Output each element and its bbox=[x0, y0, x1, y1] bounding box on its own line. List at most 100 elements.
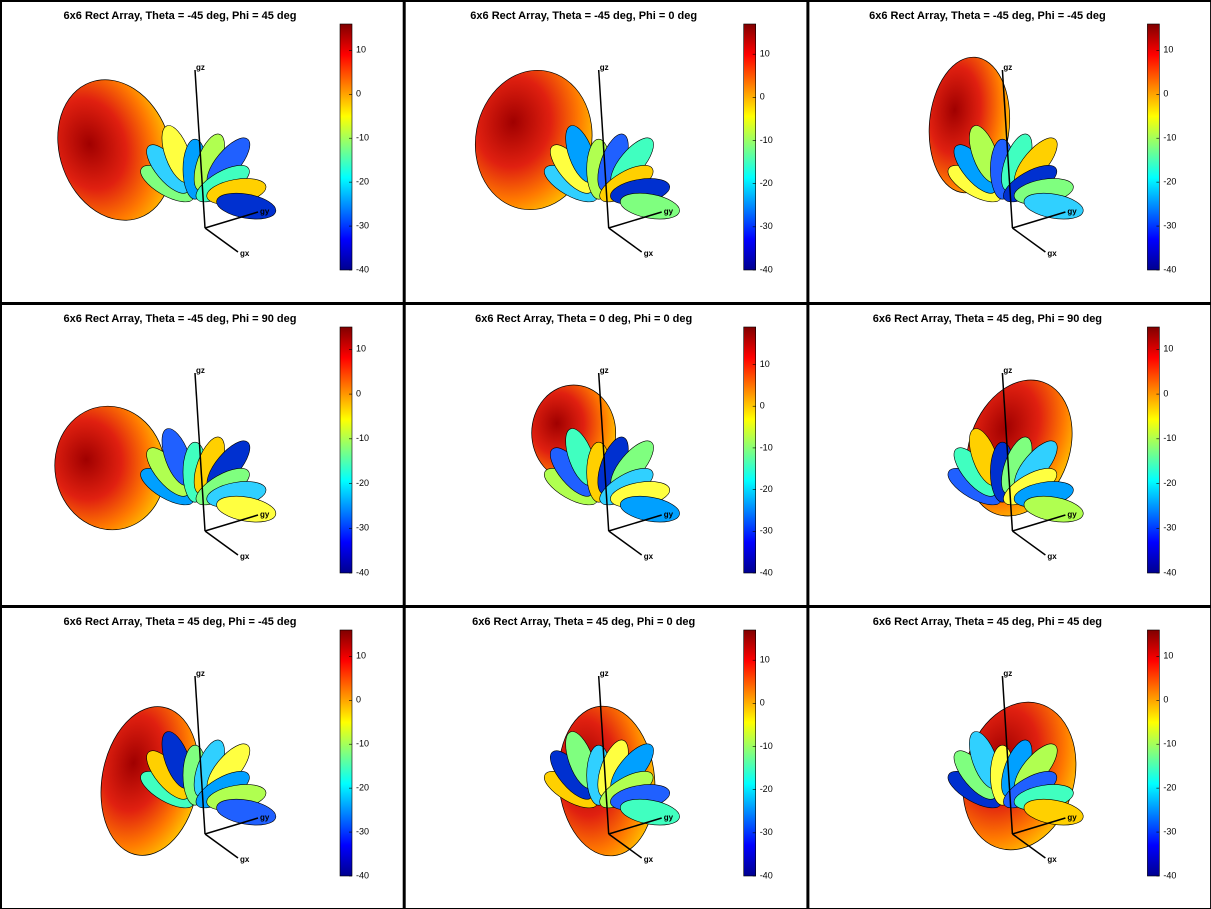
colorbar-tick-label: 0 bbox=[760, 401, 765, 411]
colorbar-tick-label: -40 bbox=[1163, 264, 1176, 274]
colorbar bbox=[1147, 327, 1159, 573]
panel-title: 6x6 Rect Array, Theta = 45 deg, Phi = 0 … bbox=[472, 616, 695, 628]
colorbar-tick-label: -20 bbox=[760, 178, 773, 188]
colorbar bbox=[340, 630, 352, 876]
colorbar bbox=[744, 24, 756, 270]
colorbar-tick-label: 10 bbox=[356, 344, 366, 354]
colorbar-tick-label: 10 bbox=[356, 45, 366, 55]
colorbar-tick-label: -40 bbox=[356, 567, 369, 577]
axis-label: gz bbox=[196, 669, 205, 678]
colorbar-tick-label: -10 bbox=[760, 135, 773, 145]
colorbar-tick-label: 0 bbox=[1163, 388, 1168, 398]
colorbar-tick-label: -40 bbox=[1163, 870, 1176, 880]
colorbar-tick-label: -20 bbox=[1163, 783, 1176, 793]
panel-title: 6x6 Rect Array, Theta = -45 deg, Phi = -… bbox=[869, 10, 1106, 22]
colorbar-tick-label: -30 bbox=[1163, 220, 1176, 230]
axis-label: gz bbox=[1003, 63, 1012, 72]
colorbar bbox=[340, 327, 352, 573]
axis-label: gy bbox=[1067, 207, 1077, 216]
colorbar-tick-label: -10 bbox=[356, 739, 369, 749]
colorbar-tick-label: -20 bbox=[356, 783, 369, 793]
axis-label: gz bbox=[1003, 366, 1012, 375]
colorbar-tick-label: -40 bbox=[356, 870, 369, 880]
axis-label: gx bbox=[644, 249, 654, 258]
colorbar-tick-label: -10 bbox=[1163, 433, 1176, 443]
colorbar-tick-label: 0 bbox=[356, 388, 361, 398]
colorbar-tick-label: -40 bbox=[356, 264, 369, 274]
axis-label: gz bbox=[1003, 669, 1012, 678]
axis-label: gy bbox=[664, 207, 674, 216]
axis-label: gx bbox=[240, 249, 250, 258]
axis-label: gx bbox=[1047, 855, 1057, 864]
axis-label: gy bbox=[260, 813, 270, 822]
axis-label: gz bbox=[600, 63, 609, 72]
colorbar-tick-label: 10 bbox=[760, 655, 770, 665]
panel: 6x6 Rect Array, Theta = 45 deg, Phi = -4… bbox=[1, 607, 404, 909]
colorbar-tick-label: -20 bbox=[1163, 478, 1176, 488]
colorbar-tick-label: -30 bbox=[1163, 523, 1176, 533]
colorbar-tick-label: -30 bbox=[760, 221, 773, 231]
colorbar bbox=[1147, 630, 1159, 876]
colorbar-tick-label: -20 bbox=[356, 478, 369, 488]
colorbar-tick-label: -30 bbox=[760, 526, 773, 536]
colorbar-tick-label: -10 bbox=[1163, 133, 1176, 143]
panel-title: 6x6 Rect Array, Theta = 45 deg, Phi = -4… bbox=[64, 616, 297, 628]
axis-label: gy bbox=[664, 510, 674, 519]
colorbar-tick-label: 10 bbox=[1163, 344, 1173, 354]
colorbar-tick-label: 10 bbox=[1163, 651, 1173, 661]
axis-label: gx bbox=[1047, 552, 1057, 561]
panel-title: 6x6 Rect Array, Theta = 0 deg, Phi = 0 d… bbox=[475, 313, 692, 325]
colorbar-tick-label: -30 bbox=[760, 827, 773, 837]
colorbar-tick-label: -40 bbox=[760, 264, 773, 274]
colorbar-tick-label: -30 bbox=[356, 826, 369, 836]
colorbar-tick-label: -20 bbox=[356, 177, 369, 187]
panel-title: 6x6 Rect Array, Theta = -45 deg, Phi = 9… bbox=[64, 313, 297, 325]
colorbar-tick-label: 10 bbox=[1163, 45, 1173, 55]
colorbar-tick-label: -40 bbox=[760, 870, 773, 880]
colorbar-tick-label: -30 bbox=[1163, 826, 1176, 836]
figure: 6x6 Rect Array, Theta = -45 deg, Phi = 4… bbox=[0, 0, 1211, 909]
axis-label: gx bbox=[644, 855, 654, 864]
axis-label: gy bbox=[1067, 510, 1077, 519]
panel: 6x6 Rect Array, Theta = 0 deg, Phi = 0 d… bbox=[405, 304, 808, 606]
axis-label: gx bbox=[240, 855, 250, 864]
panel: 6x6 Rect Array, Theta = 45 deg, Phi = 45… bbox=[808, 607, 1211, 909]
colorbar-tick-label: -20 bbox=[1163, 177, 1176, 187]
panel: 6x6 Rect Array, Theta = -45 deg, Phi = 9… bbox=[1, 304, 404, 606]
axis-label: gy bbox=[260, 510, 270, 519]
colorbar-tick-label: 0 bbox=[760, 698, 765, 708]
colorbar-tick-label: -10 bbox=[1163, 739, 1176, 749]
colorbar-tick-label: -20 bbox=[760, 784, 773, 794]
colorbar-tick-label: -40 bbox=[1163, 567, 1176, 577]
axis-label: gz bbox=[196, 63, 205, 72]
axis-label: gy bbox=[1067, 813, 1077, 822]
colorbar-tick-label: -30 bbox=[356, 220, 369, 230]
panel: 6x6 Rect Array, Theta = -45 deg, Phi = 0… bbox=[405, 1, 808, 303]
panel-title: 6x6 Rect Array, Theta = 45 deg, Phi = 45… bbox=[873, 616, 1102, 628]
colorbar-tick-label: 10 bbox=[356, 651, 366, 661]
colorbar bbox=[340, 24, 352, 270]
colorbar bbox=[744, 630, 756, 876]
colorbar-tick-label: 10 bbox=[760, 49, 770, 59]
colorbar-tick-label: -40 bbox=[760, 567, 773, 577]
colorbar-tick-label: 0 bbox=[1163, 89, 1168, 99]
colorbar-tick-label: 0 bbox=[760, 92, 765, 102]
panel-title: 6x6 Rect Array, Theta = -45 deg, Phi = 4… bbox=[64, 10, 297, 22]
axis-label: gz bbox=[600, 669, 609, 678]
colorbar-tick-label: 0 bbox=[356, 89, 361, 99]
panel-title: 6x6 Rect Array, Theta = -45 deg, Phi = 0… bbox=[470, 10, 697, 22]
axis-label: gy bbox=[664, 813, 674, 822]
axis-label: gx bbox=[644, 552, 654, 561]
colorbar-tick-label: -30 bbox=[356, 523, 369, 533]
axis-label: gx bbox=[240, 552, 250, 561]
colorbar-tick-label: 10 bbox=[760, 359, 770, 369]
panel: 6x6 Rect Array, Theta = 45 deg, Phi = 0 … bbox=[405, 607, 808, 909]
colorbar-tick-label: -10 bbox=[760, 442, 773, 452]
colorbar-tick-label: 0 bbox=[1163, 695, 1168, 705]
colorbar bbox=[744, 327, 756, 573]
colorbar-tick-label: -10 bbox=[356, 133, 369, 143]
panel-title: 6x6 Rect Array, Theta = 45 deg, Phi = 90… bbox=[873, 313, 1102, 325]
panel: 6x6 Rect Array, Theta = 45 deg, Phi = 90… bbox=[808, 304, 1211, 606]
axis-label: gx bbox=[1047, 249, 1057, 258]
axis-label: gz bbox=[196, 366, 205, 375]
